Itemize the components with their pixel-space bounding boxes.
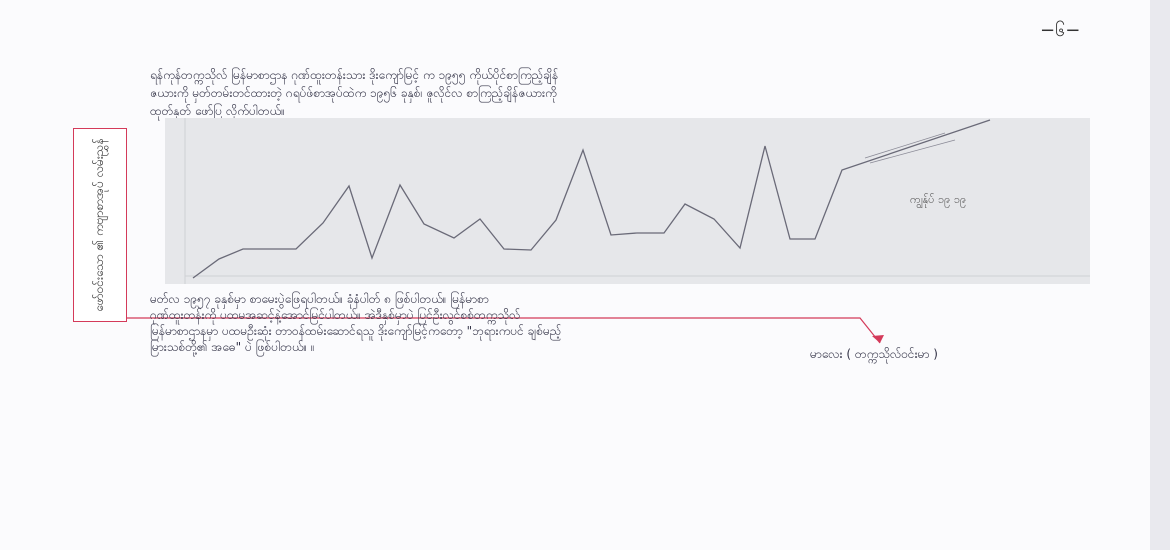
text-line: ဂုဏ်ထူးတန်းကို ပထမအဆင့်နဲ့အောင်မြင်ပါတယ်… — [150, 308, 521, 322]
text-line: မတ်လ ၁၉၅၇ ခုနှစ်မှာ စာမေးပွဲဖြေရပါတယ်။ ခ… — [150, 292, 489, 306]
page-number: −၆− — [1040, 20, 1081, 41]
study-hours-graph: ကျွန်ုပ် ၁၉ ၁၉ — [165, 118, 1090, 284]
sketch-stroke — [869, 139, 956, 164]
scan-edge — [1150, 0, 1170, 550]
grid-lines — [184, 118, 1090, 284]
text-line: မြန်မာစာဌာနမှာ ပထမဦးဆုံး တာဝန်ထမ်းဆောင်ရ… — [150, 324, 562, 338]
text-line: ဇယားကို မှတ်တမ်းတင်ထားတဲ့ ဂရပ်ဖ်စာအုပ်ထဲ… — [150, 86, 557, 100]
text-line: ထုတ်နုတ် ဖော်ပြ လိုက်ပါတယ်။ — [150, 104, 285, 118]
study-hours-line — [192, 119, 991, 279]
chart-annotation: ကျွန်ုပ် ၁၉ ၁၉ — [910, 193, 967, 206]
graph-canvas — [184, 118, 1090, 284]
margin-note-text: ဖော်ဝင်းသော ၏ ကဗျာစာအုပ် လမ်းညွှန် — [92, 138, 106, 312]
sketch-stroke — [864, 132, 946, 159]
text-line: မြားသစ်တို့၏ အဓေ" ပဲ ဖြစ်ပါတယ်။ ။ — [150, 340, 315, 354]
signature-line: မာလေး ( တက္ကသိုလ်ဝင်းမာ ) — [810, 347, 938, 361]
margin-note-box: ဖော်ဝင်းသော ၏ ကဗျာစာအုပ် လမ်းညွှန် — [73, 128, 127, 322]
text-line: ရန်ကုန်တက္ကသိုလ် မြန်မာစာဌာန ဂုဏ်ထူးတန်း… — [150, 68, 559, 82]
